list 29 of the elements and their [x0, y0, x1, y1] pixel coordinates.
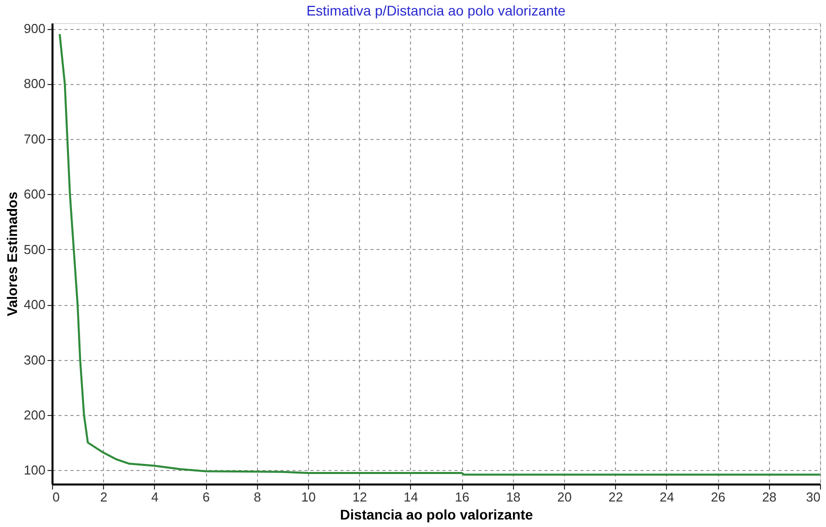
x-tick-label: 24 — [660, 490, 674, 504]
x-tick-label: 0 — [52, 490, 60, 504]
x-tick-label: 16 — [454, 490, 470, 504]
y-tick-label: 500 — [24, 242, 46, 257]
x-tick-label: 18 — [506, 490, 521, 504]
x-tick-label: 2 — [100, 490, 108, 504]
y-tick-label: 800 — [24, 76, 46, 92]
x-tick-label: 28 — [762, 490, 777, 504]
y-tick-label: 400 — [24, 297, 46, 312]
y-tick-label: 300 — [24, 352, 46, 368]
x-tick-label: 26 — [710, 490, 726, 504]
y-tick-label: 200 — [24, 407, 46, 422]
y-tick-label: 600 — [24, 186, 46, 202]
x-tick-label: 22 — [608, 490, 623, 504]
x-tick-label: 12 — [352, 490, 367, 504]
y-tick-label: 900 — [24, 21, 46, 36]
x-tick-label: 20 — [557, 490, 572, 504]
chart-title: Estimativa p/Distancia ao polo valorizante — [306, 2, 566, 19]
x-tick-label: 30 — [806, 490, 820, 504]
y-axis-title: Valores Estimados — [4, 192, 20, 316]
x-tick-label: 6 — [202, 490, 210, 504]
x-tick-label: 10 — [301, 490, 316, 504]
x-tick-label: 4 — [151, 490, 159, 504]
line-series — [58, 33, 820, 476]
y-tick-label: 100 — [24, 462, 46, 478]
x-tick-label: 8 — [254, 490, 261, 504]
y-tick-label: 700 — [24, 131, 46, 146]
x-tick-label: 14 — [404, 490, 418, 504]
x-axis-title: Distancia ao polo valorizante — [340, 506, 534, 522]
